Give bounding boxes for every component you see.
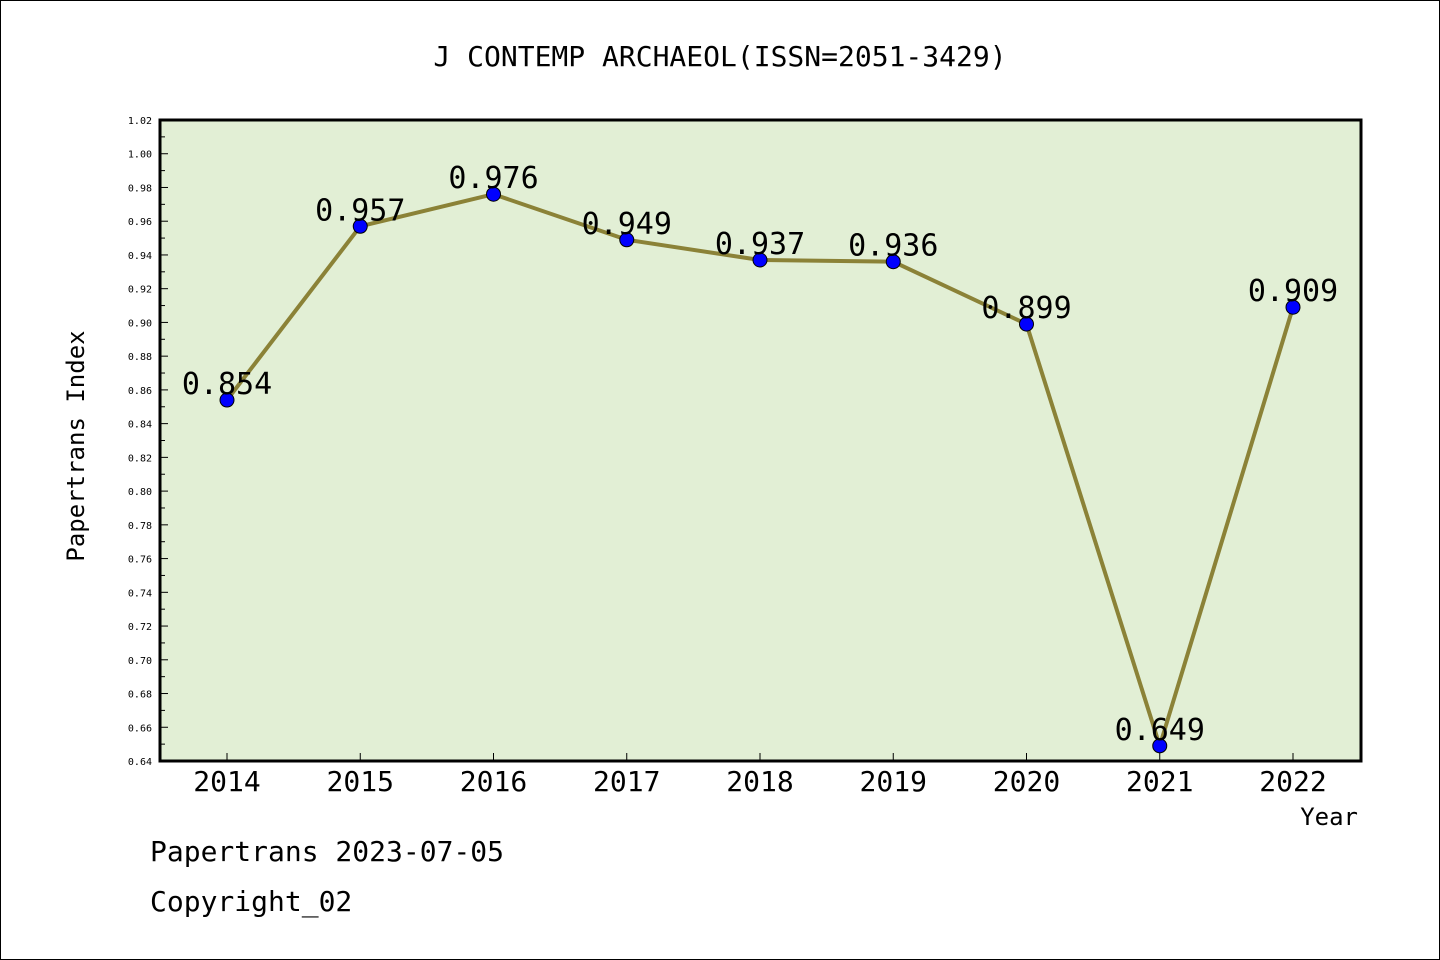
x-tick-label: 2014 — [193, 765, 260, 798]
y-tick-label: 0.84 — [128, 420, 152, 431]
data-label: 0.957 — [315, 193, 405, 228]
data-point — [752, 252, 768, 268]
x-tick-label: 2018 — [726, 765, 793, 798]
y-tick-label: 0.86 — [128, 386, 152, 397]
y-tick-label: 0.78 — [128, 521, 152, 532]
data-label: 0.649 — [1115, 713, 1205, 748]
chart-title: J CONTEMP ARCHAEOL(ISSN=2051-3429) — [433, 40, 1006, 73]
data-label: 0.854 — [182, 367, 272, 402]
y-tick-label: 1.02 — [128, 116, 152, 127]
data-point — [1152, 738, 1168, 754]
data-point — [1019, 316, 1034, 332]
y-tick-label: 0.90 — [128, 318, 152, 329]
y-tick-label: 0.64 — [128, 757, 152, 768]
data-point — [885, 254, 901, 270]
data-label: 0.899 — [981, 291, 1071, 326]
data-point — [486, 186, 501, 202]
data-label: 0.936 — [848, 229, 938, 264]
y-tick-label: 0.80 — [128, 487, 152, 498]
series-group: 0.854 0.957 0.976 0.949 0.937 0.936 0.899 0.649… — [182, 161, 1338, 754]
y-tick-label: 0.70 — [128, 656, 152, 667]
data-label: 0.909 — [1248, 274, 1338, 309]
x-tick-label: 2017 — [593, 765, 660, 798]
y-tick-label: 0.66 — [128, 723, 152, 734]
y-tick-label: 0.82 — [128, 453, 152, 464]
y-tick-label: 0.88 — [128, 352, 152, 363]
x-axis: 2014 2015 2016 2017 2018 2019 2020 2021 2022 — [193, 753, 1327, 798]
y-axis: 0.64 0.66 0.68 0.70 0.72 0.74 0.76 0.78 0.80 0.82… — [128, 116, 168, 768]
y-tick-label: 0.96 — [128, 217, 152, 228]
data-label: 0.976 — [448, 161, 538, 196]
x-tick-label: 2022 — [1259, 765, 1326, 798]
y-tick-label: 0.76 — [128, 555, 152, 566]
data-point — [352, 218, 368, 234]
y-axis-label: Papertrans Index — [62, 330, 90, 561]
data-point — [1285, 299, 1301, 315]
y-tick-label: 0.92 — [128, 285, 152, 296]
x-tick-label: 2020 — [993, 765, 1060, 798]
x-tick-label: 2015 — [327, 765, 394, 798]
y-tick-label: 1.00 — [128, 150, 152, 161]
data-label: 0.949 — [582, 207, 672, 242]
x-tick-label: 2021 — [1126, 765, 1193, 798]
footer-date-line: Papertrans 2023-07-05 — [150, 835, 505, 868]
y-tick-label: 0.72 — [128, 622, 152, 633]
data-point — [619, 232, 635, 248]
data-label: 0.937 — [715, 227, 805, 262]
x-tick-label: 2019 — [860, 765, 927, 798]
footer-copyright: Copyright_02 — [150, 885, 353, 918]
y-tick-label: 0.94 — [128, 251, 152, 262]
y-tick-label: 0.74 — [128, 588, 152, 599]
y-tick-label: 0.68 — [128, 690, 152, 701]
x-tick-label: 2016 — [460, 765, 527, 798]
y-tick-label: 0.98 — [128, 183, 152, 194]
x-axis-label: Year — [1300, 803, 1358, 831]
data-point — [219, 392, 235, 408]
